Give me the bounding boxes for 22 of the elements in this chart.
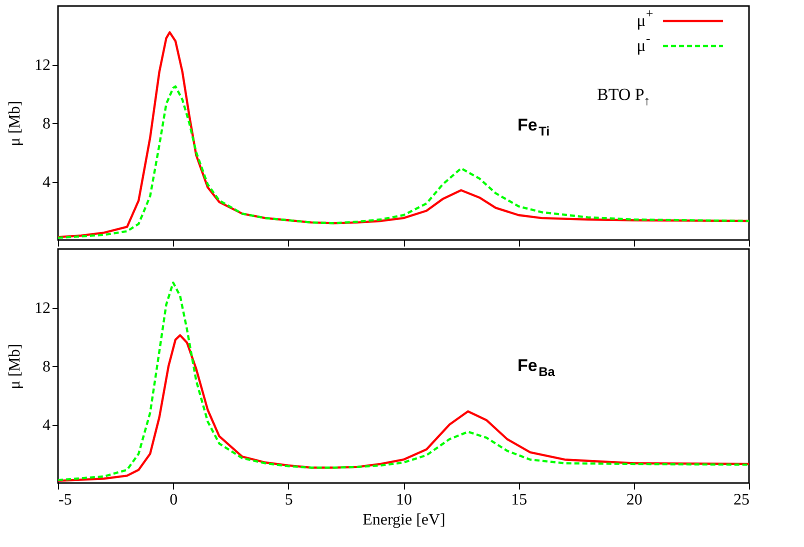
y-tick-label: 4: [42, 174, 50, 191]
x-tick-label: 20: [626, 492, 642, 508]
y-tick-label: 12: [34, 300, 50, 317]
y-axis-title: μ [Mb]: [6, 100, 24, 146]
x-tick-label: 25: [734, 492, 750, 508]
legend-label: μ+: [636, 6, 654, 30]
x-tick-label: 15: [511, 492, 528, 508]
y-tick-label: 4: [42, 417, 50, 434]
y-tick-label: 8: [42, 358, 50, 376]
legend-label: μ-: [636, 31, 650, 55]
x-tick-label: 0: [170, 492, 178, 508]
y-tick-label: 8: [42, 116, 50, 132]
x-tick-label: -5: [58, 492, 72, 508]
y-tick-label: 12: [34, 57, 50, 74]
x-tick-label: 10: [396, 492, 412, 508]
line-series: [56, 282, 750, 482]
annotation: BTO P↑: [596, 84, 650, 108]
line-series: [56, 334, 750, 482]
x-tick-label: 5: [284, 492, 293, 508]
line-series: [56, 85, 750, 239]
y-axis-title: μ [Mb]: [6, 344, 24, 390]
x-axis-title: Energie [eV]: [362, 512, 446, 528]
